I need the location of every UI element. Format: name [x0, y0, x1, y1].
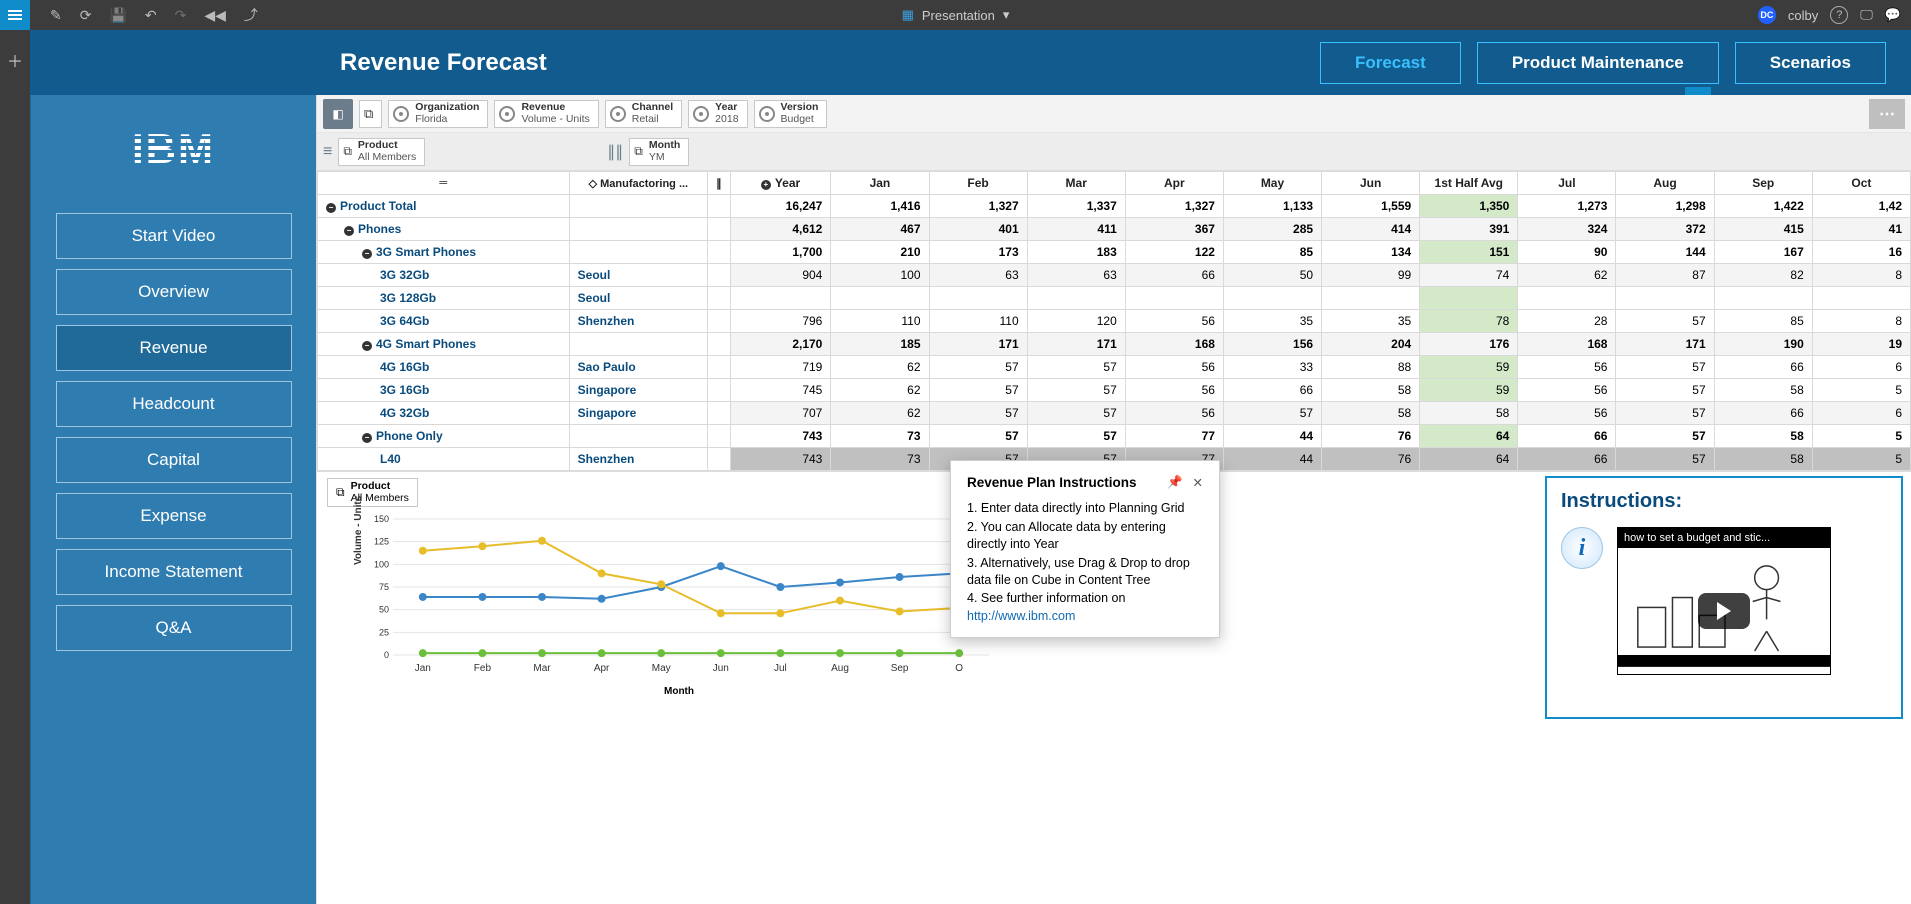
table-row[interactable]: 4G 16GbSao Paulo719625757563388595657666 [318, 356, 1911, 379]
sidebar: IBM Start Video Overview Revenue Headcount C… [30, 95, 316, 904]
hamburger-menu[interactable] [0, 0, 30, 30]
tab-scenarios[interactable]: Scenarios [1735, 42, 1886, 84]
sidebar-item-capital[interactable]: Capital [56, 437, 292, 483]
dim-organization[interactable]: OrganizationFlorida [388, 100, 488, 128]
header-bar: Revenue Forecast Forecast Product Mainten… [30, 30, 1911, 95]
svg-text:Apr: Apr [594, 663, 610, 674]
close-icon[interactable]: ✕ [1193, 475, 1203, 490]
monitor-icon[interactable]: 🖵 [1860, 7, 1873, 23]
share-icon[interactable]: ⤴ [244, 5, 258, 25]
popup-link[interactable]: http://www.ibm.com [967, 609, 1075, 623]
cube-icon[interactable]: ◧ [323, 99, 353, 129]
video-caption: how to set a budget and stic... [1618, 528, 1830, 548]
table-row[interactable]: −3G Smart Phones1,7002101731831228513415… [318, 241, 1911, 264]
mode-selector[interactable]: ▦ Presentation ▾ [902, 7, 1010, 23]
sidebar-item-q-a[interactable]: Q&A [56, 605, 292, 651]
table-row[interactable]: −Product Total16,2471,4161,3271,3371,327… [318, 195, 1911, 218]
instructions-title: Instructions: [1561, 490, 1887, 513]
dimension-bar: ◧ ⧉ OrganizationFlorida RevenueVolume - … [317, 95, 1911, 133]
table-row[interactable]: 3G 32GbSeoul9041006363665099746287828 [318, 264, 1911, 287]
svg-text:O: O [955, 663, 963, 674]
rewind-icon[interactable]: ◀◀ [204, 7, 226, 24]
refresh-icon[interactable]: ⟳ [80, 7, 92, 24]
svg-text:0: 0 [384, 650, 389, 660]
svg-text:100: 100 [374, 559, 389, 569]
chart-ylabel: Volume - Units [353, 496, 364, 565]
chart-product-selector[interactable]: ⧉ Product All Members [327, 478, 418, 507]
undo-icon[interactable]: ↶ [145, 7, 157, 24]
tab-handle[interactable] [1685, 87, 1711, 95]
pencil-icon[interactable]: ✎ [50, 7, 62, 24]
dim-revenue[interactable]: RevenueVolume - Units [494, 100, 598, 128]
table-row[interactable]: 3G 16GbSingapore745625757566658595657585 [318, 379, 1911, 402]
popup-title: Revenue Plan Instructions [967, 475, 1137, 490]
svg-text:Jun: Jun [713, 663, 729, 674]
svg-text:Mar: Mar [533, 663, 551, 674]
dim-channel[interactable]: ChannelRetail [605, 100, 682, 128]
dim-month[interactable]: ⧉MonthYM [629, 138, 689, 166]
table-row[interactable]: −Phone Only743735757774476646657585 [318, 425, 1911, 448]
left-strip: ＋ [0, 30, 30, 904]
table-row[interactable]: 3G 128GbSeoul [318, 287, 1911, 310]
svg-text:Feb: Feb [474, 663, 492, 674]
dim-year[interactable]: Year2018 [688, 100, 747, 128]
play-icon [1698, 593, 1750, 629]
sidebar-item-start-video[interactable]: Start Video [56, 213, 292, 259]
sidebar-item-headcount[interactable]: Headcount [56, 381, 292, 427]
popup-line: 1. Enter data directly into Planning Gri… [967, 500, 1203, 517]
tab-product-maintenance[interactable]: Product Maintenance [1477, 42, 1719, 84]
line-chart: 0 25 50 75 100 125 150 Jan Feb Mar Apr May Jun Jul Aug… [359, 513, 999, 683]
chat-icon[interactable]: 💬 [1885, 7, 1901, 23]
svg-text:May: May [652, 663, 671, 674]
svg-text:Aug: Aug [831, 663, 849, 674]
data-grid[interactable]: ═◇ Manufactoring ...∥+YearJanFebMarAprMa… [317, 171, 1911, 471]
sidebar-item-income-statement[interactable]: Income Statement [56, 549, 292, 595]
pin-icon[interactable]: 📌 [1167, 475, 1183, 490]
dimension-bar-2: ≡ ⧉ProductAll Members ∥∥ ⧉MonthYM [317, 133, 1911, 171]
svg-text:125: 125 [374, 537, 389, 547]
redo-icon[interactable]: ↷ [175, 7, 187, 24]
sidebar-item-revenue[interactable]: Revenue [56, 325, 292, 371]
table-row[interactable]: −4G Smart Phones2,1701851711711681562041… [318, 333, 1911, 356]
dim-view[interactable]: ⧉ [359, 100, 382, 128]
rows-icon[interactable]: ≡ [323, 143, 332, 161]
svg-text:25: 25 [379, 627, 389, 637]
chevron-down-icon: ▾ [1003, 7, 1010, 23]
top-toolbar: ✎ ⟳ 💾 ↶ ↷ ◀◀ ⤴ ▦ Presentation ▾ DC colby… [0, 0, 1911, 30]
more-menu[interactable]: ⋯ [1869, 99, 1905, 129]
cols-icon[interactable]: ∥∥ [607, 142, 623, 162]
dim-version[interactable]: VersionBudget [754, 100, 828, 128]
svg-text:Sep: Sep [891, 663, 909, 674]
svg-text:Jan: Jan [415, 663, 431, 674]
svg-text:50: 50 [379, 605, 389, 615]
svg-text:75: 75 [379, 582, 389, 592]
username[interactable]: colby [1788, 8, 1818, 23]
svg-text:150: 150 [374, 514, 389, 524]
save-icon[interactable]: 💾 [109, 7, 126, 24]
table-row[interactable]: −Phones4,6124674014113672854143913243724… [318, 218, 1911, 241]
instructions-panel: Instructions: i how to set a budget and … [1545, 476, 1903, 719]
table-row[interactable]: 4G 32GbSingapore707625757565758585657666 [318, 402, 1911, 425]
video-thumbnail[interactable]: how to set a budget and stic... [1617, 527, 1831, 675]
popup-line: 2. You can Allocate data by entering dir… [967, 519, 1203, 553]
add-icon[interactable]: ＋ [0, 48, 30, 72]
instructions-popup: Revenue Plan Instructions 📌 ✕ 1. Enter d… [950, 460, 1220, 638]
grid-icon: ▦ [902, 7, 914, 23]
page-title: Revenue Forecast [340, 49, 547, 77]
ibm-logo: IBM [132, 125, 215, 173]
svg-text:Jul: Jul [774, 663, 787, 674]
user-badge[interactable]: DC [1758, 6, 1776, 24]
mode-label: Presentation [922, 8, 995, 23]
table-row[interactable]: 3G 64GbShenzhen7961101101205635357828578… [318, 310, 1911, 333]
help-icon[interactable]: ? [1830, 6, 1848, 24]
sidebar-item-overview[interactable]: Overview [56, 269, 292, 315]
sidebar-item-expense[interactable]: Expense [56, 493, 292, 539]
chart-panel: ⧉ Product All Members Volume - Units 0 25… [317, 472, 1545, 723]
tab-forecast[interactable]: Forecast [1320, 42, 1461, 84]
popup-line: 4. See further information on [967, 590, 1203, 607]
dim-product[interactable]: ⧉ProductAll Members [338, 138, 425, 166]
chart-xlabel: Month [359, 686, 999, 697]
popup-line: 3. Alternatively, use Drag & Drop to dro… [967, 555, 1203, 589]
info-icon: i [1561, 527, 1603, 569]
